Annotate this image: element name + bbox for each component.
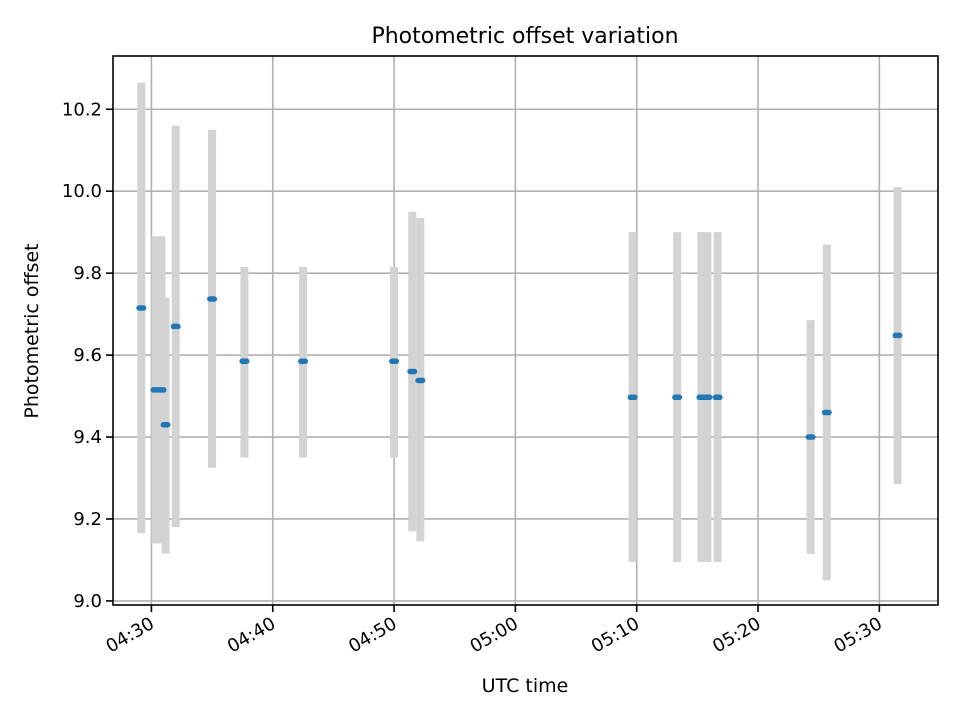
x-tick-label: 04:30 (102, 613, 157, 657)
x-axis-ticks: 04:30 04:40 04:50 05:00 05:10 05:20 05:30 (102, 605, 886, 657)
data-point (407, 368, 418, 375)
y-tick-label: 9.2 (73, 509, 102, 530)
data-point (298, 358, 309, 364)
plot-frame (112, 55, 939, 606)
x-tick-label: 05:20 (709, 613, 764, 657)
data-point (160, 421, 171, 428)
data-point (805, 434, 816, 440)
data-point (702, 394, 713, 401)
data-point (170, 323, 181, 330)
y-tick-label: 9.4 (73, 427, 102, 448)
data-point (136, 305, 147, 311)
chart-title: Photometric offset variation (371, 24, 678, 49)
data-point (239, 358, 250, 364)
data-point (627, 394, 638, 401)
x-tick-label: 05:00 (466, 613, 521, 657)
x-tick-label: 04:40 (224, 613, 279, 657)
x-tick-label: 05:30 (830, 613, 885, 657)
errorbars (137, 82, 902, 581)
data-point (389, 358, 400, 364)
data-point (207, 296, 218, 302)
data-point (156, 387, 167, 393)
data-point (892, 332, 903, 339)
y-tick-label: 9.8 (73, 263, 102, 284)
data-point (672, 394, 683, 401)
y-tick-label: 9.6 (73, 345, 102, 366)
data-point (821, 409, 832, 416)
x-axis-label: UTC time (482, 675, 569, 697)
data-point (712, 394, 723, 401)
y-axis-ticks: 9.0 9.2 9.4 9.6 9.8 10.0 10.2 (62, 99, 113, 612)
y-axis-label: Photometric offset (21, 243, 43, 418)
grid (113, 56, 938, 605)
data-point (415, 377, 426, 384)
x-tick-label: 04:50 (345, 613, 400, 657)
x-tick-label: 05:10 (588, 613, 643, 657)
y-tick-label: 9.0 (73, 591, 102, 612)
y-tick-label: 10.2 (62, 99, 102, 120)
y-tick-label: 10.0 (62, 181, 102, 202)
data-markers (136, 296, 903, 440)
